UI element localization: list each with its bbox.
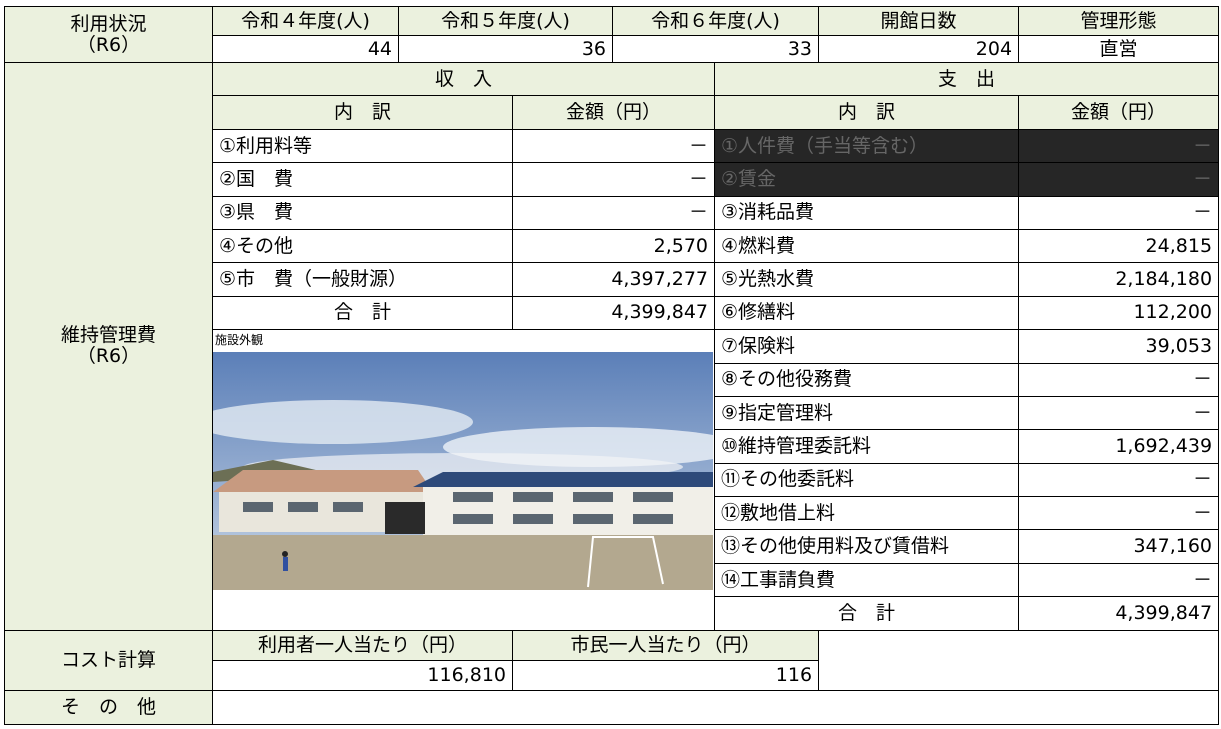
- table-row: ④その他 2,570 ④燃料費 24,815: [5, 228, 1220, 264]
- income-item: ③県 費: [212, 195, 513, 230]
- label-sub: （R6）: [76, 345, 141, 368]
- expense-item: ⑧その他役務費: [714, 362, 1020, 397]
- usage-value: 33: [612, 35, 820, 63]
- expense-title: 支 出: [714, 61, 1220, 97]
- expense-col-amount: 金額（円）: [1018, 95, 1220, 130]
- label-text: 維持管理費: [60, 324, 156, 347]
- table-row: そ の 他: [4, 689, 1220, 725]
- income-title: 収 入: [211, 61, 716, 97]
- expense-amount: －: [1018, 162, 1220, 197]
- income-total-label: 合 計: [212, 295, 513, 331]
- income-item: ②国 費: [212, 162, 513, 197]
- table-row: ⑧その他役務費－: [5, 362, 1220, 397]
- expense-amount: 347,160: [1018, 529, 1220, 564]
- expense-amount: 112,200: [1018, 295, 1220, 331]
- usage-value: 直営: [1018, 35, 1220, 63]
- expense-item: ⑪その他委託料: [714, 462, 1020, 498]
- income-amount: －: [511, 128, 716, 164]
- expense-amount: －: [1018, 462, 1220, 498]
- column-header: 令和５年度(人): [397, 6, 614, 36]
- section-label: そ の 他: [4, 689, 213, 725]
- expense-amount: －: [1018, 362, 1220, 397]
- table-row: 内 訳金額（円）内 訳金額（円）: [5, 95, 1220, 130]
- label-text: コスト計算: [60, 648, 156, 671]
- table-row: 116,810 116: [5, 659, 1219, 691]
- expense-amount: 39,053: [1018, 329, 1220, 364]
- cost-header: 利用者一人当たり（円）: [212, 629, 513, 661]
- income-col-amount: 金額（円）: [511, 95, 716, 130]
- section-label: 維持管理費 （R6）: [4, 62, 213, 631]
- photo-caption: 施設外観: [215, 333, 264, 348]
- expense-amount: －: [1018, 562, 1220, 598]
- table-row: 44 36 33 204 直営: [5, 35, 1220, 63]
- expense-item: ⑦保険料: [714, 329, 1020, 364]
- expense-item: ④燃料費: [714, 228, 1020, 264]
- usage-value: 204: [818, 35, 1020, 63]
- table-row: コスト計算 利用者一人当たり（円） 市民一人当たり（円）: [4, 629, 1220, 691]
- empty-cell: [818, 629, 1220, 691]
- cost-value: 116: [511, 659, 820, 691]
- income-item: ④その他: [212, 228, 513, 264]
- table-row: ①利用料等－ ①人件費（手当等含む）－: [5, 128, 1220, 164]
- expense-item: ⑭工事請負費: [714, 562, 1020, 598]
- expense-amount: －: [1018, 195, 1220, 230]
- table-row: 維持管理費 （R6）収 入支 出: [4, 61, 1220, 631]
- column-header: 令和４年度(人): [212, 6, 399, 36]
- expense-item: ⑬その他使用料及び賃借料: [714, 529, 1020, 564]
- expense-item: ⑫敷地借上料: [714, 496, 1020, 531]
- income-amount: －: [511, 195, 716, 230]
- table-row: 合 計 4,399,847: [5, 596, 1220, 631]
- expense-item: ③消耗品費: [714, 195, 1020, 230]
- table-row: ⑬その他使用料及び賃借料 347,160: [5, 529, 1220, 564]
- expense-item: ⑨指定管理料: [714, 395, 1020, 431]
- label-text: 利用状況: [70, 12, 147, 35]
- table-row: 利用状況 （R6） 令和４年度(人) 令和５年度(人) 令和６年度(人) 開館日数 管理形態: [4, 6, 1220, 63]
- expense-amount: －: [1018, 496, 1220, 531]
- column-header: 令和６年度(人): [612, 6, 820, 36]
- table-row: ②国 費－ ②賃金－: [5, 162, 1220, 197]
- empty-cell: [211, 689, 1220, 725]
- table-row: 施設外観 ⑦保険料 39,053: [5, 329, 1220, 631]
- income-amount: －: [511, 162, 716, 197]
- facility-photo: [213, 352, 713, 591]
- table-row: ⑤市 費（一般財源） 4,397,277 ⑤光熱水費 2,184,180: [5, 262, 1220, 297]
- section-label: 利用状況 （R6）: [4, 6, 213, 63]
- income-col-item: 内 訳: [212, 95, 513, 130]
- label-text: そ の 他: [60, 695, 156, 718]
- income-amount: 2,570: [511, 228, 716, 264]
- expense-item: ⑤光熱水費: [714, 262, 1020, 297]
- expense-amount: －: [1018, 395, 1220, 431]
- section-label: コスト計算: [4, 629, 213, 691]
- expense-total-label: 合 計: [714, 596, 1020, 631]
- expense-col-item: 内 訳: [714, 95, 1020, 130]
- cost-value: 116,810: [212, 659, 513, 691]
- expense-item: ①人件費（手当等含む）: [714, 128, 1020, 164]
- usage-value: 44: [212, 35, 399, 63]
- income-amount: 4,397,277: [511, 262, 716, 297]
- table-row: ③県 費－ ③消耗品費－: [5, 195, 1220, 230]
- expense-item: ②賃金: [714, 162, 1020, 197]
- expense-total: 4,399,847: [1018, 596, 1220, 631]
- cost-header: 市民一人当たり（円）: [511, 629, 820, 661]
- expense-item: ⑥修繕料: [714, 295, 1020, 331]
- expense-item: ⑩維持管理委託料: [714, 429, 1020, 464]
- expense-amount: 2,184,180: [1018, 262, 1220, 297]
- facility-table: 利用状況 （R6） 令和４年度(人) 令和５年度(人) 令和６年度(人) 開館日数 管理形態…: [4, 6, 1220, 725]
- column-header: 管理形態: [1018, 6, 1220, 36]
- expense-amount: －: [1018, 128, 1220, 164]
- usage-value: 36: [397, 35, 614, 63]
- income-total: 4,399,847: [511, 295, 716, 331]
- income-item: ⑤市 費（一般財源）: [212, 262, 513, 297]
- expense-amount: 1,692,439: [1018, 429, 1220, 464]
- expense-amount: 24,815: [1018, 228, 1220, 264]
- table-row: ⑨指定管理料－: [5, 395, 1220, 431]
- column-header: 開館日数: [818, 6, 1020, 36]
- income-item: ①利用料等: [212, 128, 513, 164]
- label-sub: （R6）: [76, 33, 141, 56]
- photo-cell: 施設外観: [211, 329, 716, 631]
